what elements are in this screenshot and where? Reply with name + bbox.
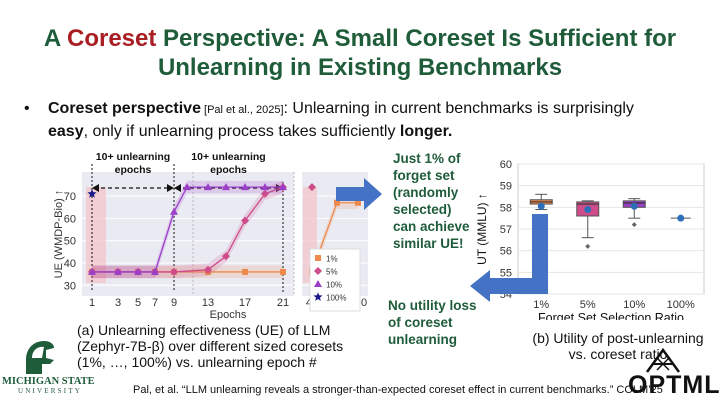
legend-label: 100%	[326, 294, 346, 303]
data-point	[222, 183, 230, 191]
series-band	[312, 196, 358, 279]
data-point	[308, 183, 316, 192]
right-arrow-icon	[336, 178, 382, 210]
legend-label: 5%	[326, 268, 338, 277]
title-line-2: Unlearning in Existing Benchmarks	[157, 54, 563, 81]
x-tick-label: 9	[171, 297, 177, 309]
x-axis-label: Forget Set Selection Ratio	[538, 311, 684, 320]
legend-label: 1%	[326, 255, 338, 264]
bent-arrow-icon	[470, 214, 548, 302]
y-tick-label: 55	[500, 267, 512, 279]
x-tick-label: 5	[135, 297, 141, 309]
data-point	[334, 199, 340, 206]
legend-marker	[313, 292, 323, 301]
x-tick-label: 7	[152, 297, 158, 309]
title-highlight: Coreset	[67, 25, 157, 52]
data-point	[242, 268, 248, 275]
arrowhead	[92, 184, 99, 192]
x-tick-label: 13	[202, 297, 214, 309]
bullet-point: • Coreset perspective [Pal et al., 2025]…	[24, 98, 704, 143]
annotation-label: 10+ unlearning	[191, 151, 265, 163]
caption-right: (b) Utility of post-unlearning vs. cores…	[532, 330, 704, 362]
msu-logo-subtext: UNIVERSITY	[18, 387, 82, 395]
y-tick-label: 60	[64, 213, 76, 225]
mean-marker	[537, 202, 545, 210]
series-band	[92, 180, 283, 279]
msu-logo-text: MICHIGAN STATE	[2, 376, 95, 387]
y-tick-label: 40	[64, 258, 76, 270]
mean-marker	[630, 202, 638, 210]
mean-marker	[584, 206, 592, 213]
data-point	[87, 189, 97, 198]
annotation-label: epochs	[210, 164, 247, 176]
data-point	[183, 183, 191, 191]
slide-title: A Coreset Perspective: A Small Coreset I…	[0, 24, 720, 82]
annotation-label: epochs	[115, 164, 152, 176]
annotation-label: 10+ unlearning	[96, 151, 170, 163]
footer-citation: Pal, et al. “LLM unlearning reveals a st…	[133, 384, 663, 396]
y-tick-label: 58	[500, 202, 512, 214]
unlearning-effectiveness-chart: 3040506070135791317214070100EpochsUE (WM…	[53, 151, 368, 320]
data-point	[261, 183, 269, 191]
y-tick-label: 70	[64, 191, 76, 203]
x-tick-label: 100%	[667, 299, 695, 311]
x-tick-label: 21	[277, 297, 289, 309]
x-tick-label: 5%	[580, 299, 596, 311]
x-tick-label: 1	[89, 297, 95, 309]
caption-left: (a) Unlearning effectiveness (UE) of LLM…	[77, 322, 344, 370]
data-point	[261, 189, 269, 198]
x-tick-label: 17	[239, 297, 251, 309]
y-axis-label: UE (WMDP-Bio) ↑	[53, 190, 65, 279]
data-point	[88, 267, 96, 275]
coreset-note: Just 1% of forget set (randomly selected…	[393, 151, 470, 251]
data-point	[170, 267, 178, 276]
plot-area-main	[82, 172, 294, 296]
arrowhead	[167, 184, 174, 192]
data-point	[279, 183, 287, 191]
data-point	[114, 267, 122, 275]
outlier	[585, 243, 591, 249]
data-point	[204, 265, 212, 274]
data-point	[151, 267, 159, 275]
mean-marker	[677, 214, 685, 222]
legend-label: 10%	[326, 281, 342, 290]
x-tick-label: 3	[115, 297, 121, 309]
series-band	[92, 180, 283, 279]
y-axis-label: UT (MMLU) ↑	[475, 193, 489, 265]
shaded-region	[86, 187, 106, 284]
optml-logo-icon	[645, 347, 681, 373]
data-point	[280, 268, 286, 275]
data-point	[241, 183, 249, 191]
y-tick-label: 50	[64, 236, 76, 248]
x-axis-label: Epochs	[210, 309, 247, 320]
y-tick-label: 59	[500, 181, 512, 193]
data-point	[355, 199, 361, 206]
legend-marker	[314, 280, 322, 287]
spartan-helmet-icon	[26, 341, 54, 374]
optml-logo-text: OPTML	[628, 371, 720, 399]
arrowhead	[174, 184, 181, 192]
utility-note: No utility loss of coreset unlearning	[388, 298, 477, 347]
legend-marker	[315, 255, 321, 261]
outlier	[631, 222, 637, 228]
x-tick-label: 1%	[533, 299, 549, 311]
y-tick-label: 57	[500, 224, 512, 236]
y-tick-label: 30	[64, 280, 76, 292]
bullet-marker: •	[24, 100, 30, 117]
y-tick-label: 56	[500, 246, 512, 258]
data-point	[170, 207, 178, 215]
bullet-bold-term: Coreset perspective	[48, 100, 201, 117]
data-point	[222, 252, 230, 261]
legend-marker	[314, 267, 322, 275]
data-point	[204, 183, 212, 191]
y-tick-label: 60	[500, 159, 512, 171]
x-tick-label: 10%	[623, 299, 645, 311]
bullet-citation: [Pal et al., 2025]	[200, 104, 284, 116]
data-point	[241, 216, 249, 225]
data-point	[134, 267, 142, 275]
